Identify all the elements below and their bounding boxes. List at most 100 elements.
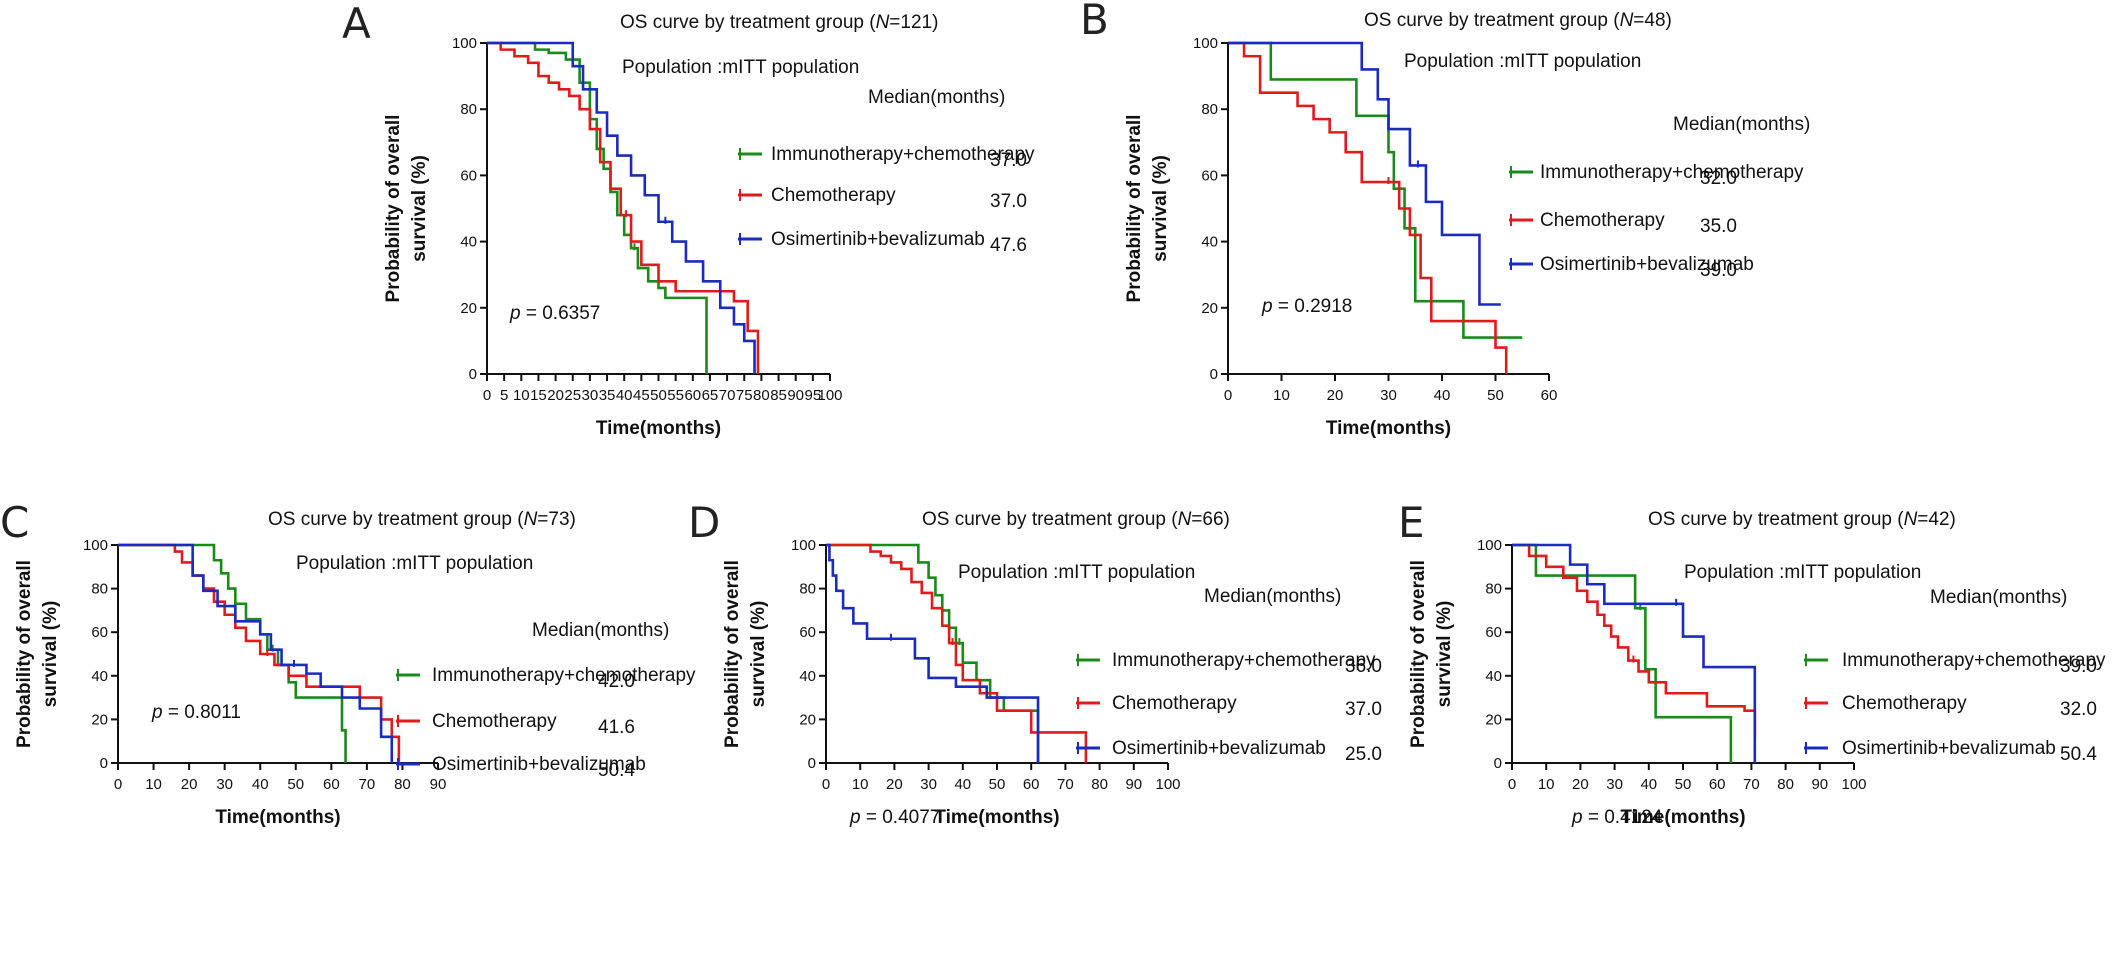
median-value: 50.4 (2060, 744, 2097, 765)
legend-entry: Osimertinib+bevalizumab (771, 229, 985, 250)
x-tick-label: 95 (805, 387, 822, 404)
survival-curve-2 (1228, 41, 1501, 306)
x-tick-label: 30 (920, 776, 937, 793)
y-tick-label: 0 (1494, 755, 1502, 772)
median-header: Median(months) (868, 87, 1005, 108)
survival-curve-0 (118, 543, 347, 763)
x-tick-label: 5 (500, 387, 508, 404)
x-tick-label: 90 (430, 776, 447, 793)
x-tick-label: 0 (114, 776, 122, 793)
median-value: 32.0 (1700, 168, 1737, 189)
y-tick-label: 40 (91, 668, 108, 685)
x-tick-label: 20 (1572, 776, 1589, 793)
x-tick-label: 50 (287, 776, 304, 793)
x-tick-label: 30 (216, 776, 233, 793)
y-tick-label: 0 (808, 755, 816, 772)
y-tick-label: 20 (460, 300, 477, 317)
x-tick-label: 0 (483, 387, 491, 404)
legend-entry: Osimertinib+bevalizumab (1112, 738, 1326, 759)
survival-curve-1 (1512, 543, 1757, 737)
y-tick-label: 80 (1201, 101, 1218, 118)
x-tick-label: 75 (736, 387, 753, 404)
x-axis-label: Time(months) (934, 807, 1059, 828)
x-tick-label: 80 (1777, 776, 1794, 793)
y-tick-label: 40 (1201, 234, 1218, 251)
y-tick-label: 20 (1201, 300, 1218, 317)
chart-title: OS curve by treatment group (N=42) (1648, 509, 1956, 530)
chart-title: OS curve by treatment group (N=121) (620, 12, 938, 33)
y-tick-label: 0 (469, 366, 477, 383)
x-tick-label: 40 (954, 776, 971, 793)
x-tick-label: 10 (513, 387, 530, 404)
chart-panel-b: B OS curve by treatment group (N=48) Popul… (1080, 0, 1810, 439)
median-value: 36.0 (1345, 656, 1382, 677)
chart-panel-e: E OS curve by treatment group (N=42) Popul… (1398, 498, 2106, 828)
x-tick-label: 65 (702, 387, 719, 404)
median-header: Median(months) (532, 620, 669, 641)
chart-title: OS curve by treatment group (N=48) (1364, 10, 1672, 31)
y-tick-label: 20 (799, 711, 816, 728)
x-tick-label: 100 (1841, 776, 1866, 793)
legend-entry: Chemotherapy (771, 185, 896, 206)
y-tick-label: 100 (452, 35, 477, 52)
median-value: 37.0 (1345, 699, 1382, 720)
y-axis-label: survival (%) (40, 601, 61, 708)
x-tick-label: 20 (1327, 387, 1344, 404)
legend-entry: Osimertinib+bevalizumab (1842, 738, 2056, 759)
y-tick-label: 100 (1477, 537, 1502, 554)
x-tick-label: 15 (530, 387, 547, 404)
median-value: 37.0 (990, 191, 1027, 212)
median-header: Median(months) (1204, 586, 1341, 607)
x-tick-label: 0 (1224, 387, 1232, 404)
y-tick-label: 40 (460, 234, 477, 251)
y-axis-label: Probability of overall (1408, 560, 1429, 748)
x-tick-label: 85 (770, 387, 787, 404)
y-axis-label: Probability of overall (722, 560, 743, 748)
p-value: p = 0.2918 (1261, 296, 1352, 317)
population-label: Population :mITT population (296, 553, 533, 574)
median-value: 42.0 (598, 671, 635, 692)
y-tick-label: 0 (1210, 366, 1218, 383)
y-tick-label: 60 (1201, 167, 1218, 184)
p-value: p = 0.4124 (1571, 807, 1663, 828)
population-label: Population :mITT population (1684, 562, 1921, 583)
y-tick-label: 40 (1485, 668, 1502, 685)
legend-entry: Immunotherapy+chemotherapy (1842, 650, 2106, 671)
x-tick-label: 10 (1273, 387, 1290, 404)
x-tick-label: 80 (1091, 776, 1108, 793)
survival-curve-1 (487, 41, 760, 374)
median-value: 41.6 (598, 717, 635, 738)
x-tick-label: 70 (1057, 776, 1074, 793)
chart-panel-a: A OS curve by treatment group (N=121) Popu… (342, 0, 1035, 439)
x-tick-label: 70 (1743, 776, 1760, 793)
chart-panel-d: D OS curve by treatment group (N=66) Popul… (688, 498, 1382, 828)
population-label: Population :mITT population (958, 562, 1195, 583)
legend-entry: Chemotherapy (1842, 693, 1967, 714)
x-tick-label: 30 (1380, 387, 1397, 404)
legend-entry: Chemotherapy (1112, 693, 1237, 714)
chart-title: OS curve by treatment group (N=73) (268, 509, 576, 530)
median-header: Median(months) (1673, 114, 1810, 135)
x-tick-label: 10 (852, 776, 869, 793)
survival-curve-1 (118, 543, 401, 763)
x-tick-label: 70 (359, 776, 376, 793)
x-tick-label: 70 (719, 387, 736, 404)
y-tick-label: 60 (91, 624, 108, 641)
panel-letter: C (0, 498, 29, 547)
x-tick-label: 50 (650, 387, 667, 404)
y-tick-label: 60 (1485, 624, 1502, 641)
y-tick-label: 100 (1193, 35, 1218, 52)
population-label: Population :mITT population (1404, 51, 1641, 72)
x-axis-label: Time(months) (1326, 418, 1451, 439)
x-tick-label: 10 (1538, 776, 1555, 793)
y-tick-label: 20 (91, 711, 108, 728)
x-tick-label: 30 (1606, 776, 1623, 793)
x-tick-label: 20 (547, 387, 564, 404)
y-tick-label: 100 (791, 537, 816, 554)
y-axis-label: Probability of overall (1124, 115, 1145, 303)
chart-title: OS curve by treatment group (N=66) (922, 509, 1230, 530)
x-tick-label: 0 (822, 776, 830, 793)
x-tick-label: 50 (989, 776, 1006, 793)
y-tick-label: 80 (1485, 581, 1502, 598)
x-tick-label: 80 (394, 776, 411, 793)
